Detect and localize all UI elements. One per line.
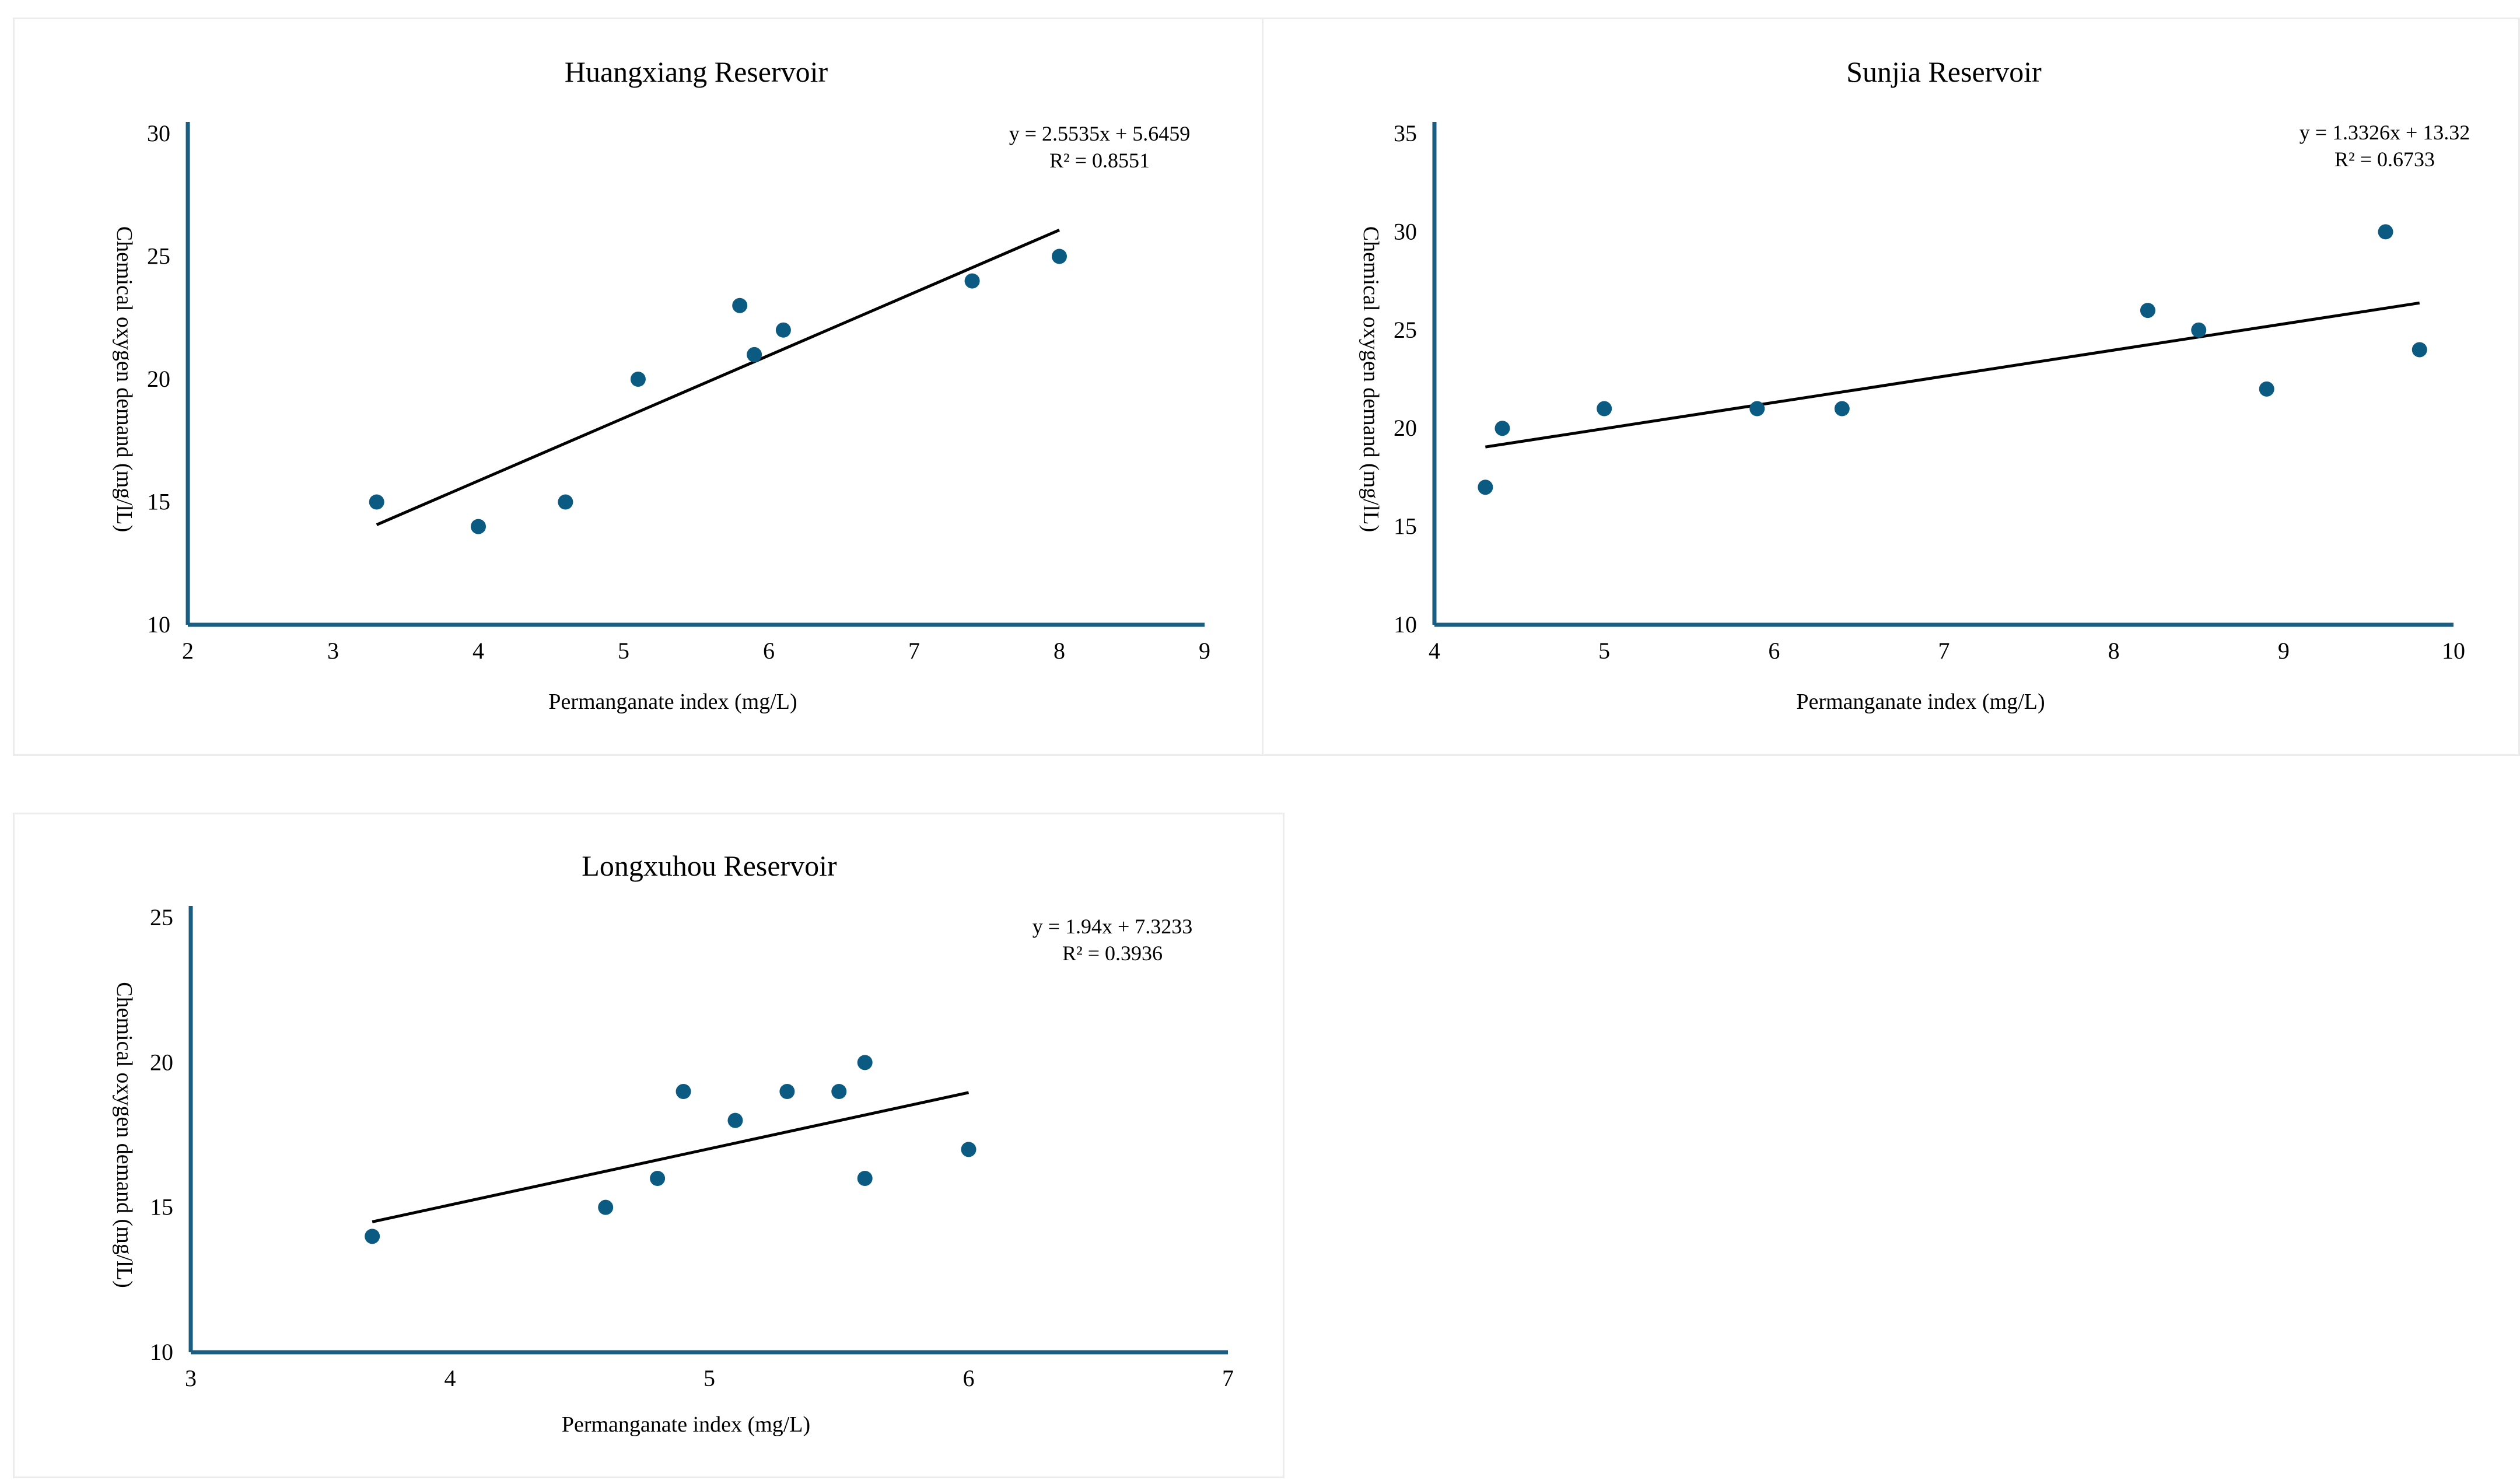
x-tick-label: 5 bbox=[618, 638, 629, 664]
data-point bbox=[650, 1171, 666, 1186]
x-tick-label: 6 bbox=[763, 638, 775, 664]
data-point bbox=[2191, 322, 2207, 338]
data-point bbox=[732, 298, 748, 313]
data-point bbox=[471, 519, 486, 534]
x-axis-label: Permanganate index (mg/L) bbox=[548, 690, 797, 714]
chart-title: Longxuhou Reservoir bbox=[582, 849, 837, 882]
chart-panel-huangxiang: Huangxiang Reservoir 10 15 20 25 30 2 3 4 5 6 7 8 9 Pe… bbox=[13, 18, 1265, 756]
chart-longxuhou: Longxuhou Reservoir 10 15 20 25 3 4 5 6 7 Permanga… bbox=[112, 849, 1234, 1437]
chart-huangxiang: Huangxiang Reservoir 10 15 20 25 30 2 3 4 5 6 7 8 9 Pe… bbox=[112, 55, 1210, 714]
r-squared-label: R² = 0.6733 bbox=[2334, 148, 2435, 171]
data-point bbox=[964, 273, 980, 289]
data-point bbox=[2259, 381, 2274, 397]
trendline bbox=[1485, 301, 2420, 449]
x-tick-label: 3 bbox=[185, 1365, 197, 1391]
x-tick-label: 4 bbox=[444, 1365, 456, 1391]
trendline bbox=[376, 228, 1060, 526]
chart-title: Sunjia Reservoir bbox=[1846, 55, 2042, 88]
data-point bbox=[831, 1084, 847, 1099]
y-tick-label: 20 bbox=[150, 1049, 173, 1075]
trendline-equation: y = 1.3326x + 13.32 bbox=[2300, 121, 2470, 144]
data-point bbox=[1749, 401, 1765, 417]
y-tick-label: 25 bbox=[1394, 317, 1417, 343]
data-point bbox=[1834, 401, 1850, 417]
x-tick-label: 8 bbox=[1054, 638, 1065, 664]
x-tick-label: 7 bbox=[1222, 1365, 1234, 1391]
data-point bbox=[779, 1084, 795, 1099]
trendline bbox=[372, 1091, 970, 1223]
chart-panel-sunjia: Sunjia Reservoir 10 15 20 25 30 35 4 5 6 7 8 9 10 Perm… bbox=[1262, 18, 2520, 756]
y-tick-label: 10 bbox=[1394, 611, 1417, 638]
x-tick-label: 9 bbox=[2278, 638, 2290, 664]
chart-sunjia: Sunjia Reservoir 10 15 20 25 30 35 4 5 6 7 8 9 10 Perm… bbox=[1359, 55, 2470, 714]
data-point bbox=[558, 494, 573, 510]
data-point bbox=[857, 1055, 873, 1070]
data-point bbox=[676, 1084, 691, 1099]
trendline-equation: y = 2.5535x + 5.6459 bbox=[1009, 122, 1191, 145]
y-tick-label: 20 bbox=[1394, 415, 1417, 441]
chart-panel-longxuhou: Longxuhou Reservoir 10 15 20 25 3 4 5 6 7 Permanga… bbox=[13, 813, 1284, 1478]
x-tick-label: 4 bbox=[473, 638, 484, 664]
data-point bbox=[857, 1171, 873, 1186]
data-point bbox=[1052, 249, 1067, 264]
x-tick-label: 2 bbox=[182, 638, 194, 664]
x-tick-label: 3 bbox=[327, 638, 339, 664]
data-point bbox=[365, 1229, 380, 1244]
data-point bbox=[727, 1112, 743, 1128]
y-tick-label: 30 bbox=[1394, 218, 1417, 244]
x-tick-label: 6 bbox=[1768, 638, 1780, 664]
data-point bbox=[1478, 480, 1493, 495]
data-point bbox=[1597, 401, 1612, 417]
y-axis-label: Chemical oxygen demand (mg/lL) bbox=[112, 982, 136, 1287]
y-tick-label: 15 bbox=[150, 1194, 173, 1220]
y-axis-label: Chemical oxygen demand (mg/lL) bbox=[1359, 226, 1383, 532]
x-axis-label: Permanganate index (mg/L) bbox=[1796, 690, 2045, 714]
x-tick-label: 7 bbox=[908, 638, 920, 664]
y-tick-label: 20 bbox=[147, 366, 170, 392]
data-point bbox=[630, 372, 646, 387]
x-tick-label: 4 bbox=[1429, 638, 1440, 664]
x-tick-label: 7 bbox=[1938, 638, 1950, 664]
y-tick-label: 15 bbox=[1394, 513, 1417, 540]
data-point bbox=[747, 347, 762, 362]
data-point bbox=[2140, 303, 2155, 319]
y-tick-label: 35 bbox=[1394, 120, 1417, 146]
data-point bbox=[961, 1142, 977, 1157]
data-point bbox=[369, 494, 384, 510]
x-tick-label: 8 bbox=[2108, 638, 2120, 664]
r-squared-label: R² = 0.3936 bbox=[1062, 942, 1163, 965]
x-tick-label: 10 bbox=[2442, 638, 2465, 664]
trendline-equation: y = 1.94x + 7.3233 bbox=[1032, 915, 1193, 938]
y-tick-label: 10 bbox=[150, 1339, 173, 1365]
x-tick-label: 5 bbox=[704, 1365, 715, 1391]
data-point bbox=[2378, 224, 2393, 240]
r-squared-label: R² = 0.8551 bbox=[1049, 149, 1150, 172]
data-point bbox=[598, 1199, 614, 1215]
x-axis-label: Permanganate index (mg/L) bbox=[562, 1412, 810, 1437]
y-tick-label: 10 bbox=[147, 611, 170, 638]
y-tick-label: 25 bbox=[147, 243, 170, 270]
y-tick-label: 25 bbox=[150, 904, 173, 930]
y-tick-label: 30 bbox=[147, 120, 170, 146]
x-tick-label: 5 bbox=[1598, 638, 1610, 664]
y-axis-label: Chemical oxygen demand (mg/lL) bbox=[112, 226, 136, 532]
chart-title: Huangxiang Reservoir bbox=[565, 55, 828, 88]
y-tick-label: 15 bbox=[147, 489, 170, 515]
data-point bbox=[2412, 342, 2427, 358]
data-point bbox=[775, 322, 791, 338]
x-tick-label: 6 bbox=[963, 1365, 975, 1391]
data-point bbox=[1494, 421, 1510, 436]
x-tick-label: 9 bbox=[1199, 638, 1210, 664]
